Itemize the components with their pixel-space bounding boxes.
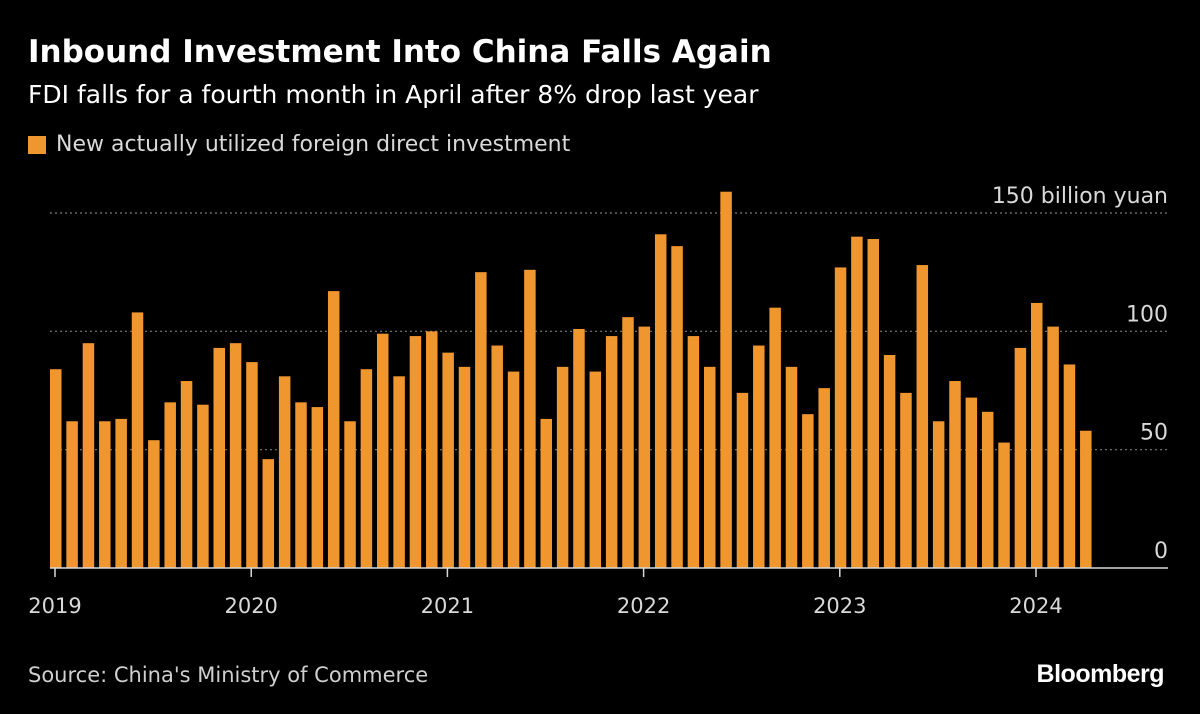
bar — [1047, 326, 1059, 568]
bar — [458, 366, 471, 568]
bar — [654, 234, 667, 569]
bar — [360, 369, 373, 568]
bar — [802, 414, 814, 568]
bar — [278, 376, 291, 568]
bar — [1063, 364, 1076, 568]
bar — [851, 236, 863, 569]
bar — [213, 347, 225, 568]
chart-subtitle: FDI falls for a fourth month in April af… — [28, 80, 759, 109]
bloomberg-logo: Bloomberg — [1036, 660, 1165, 688]
bar — [883, 355, 896, 568]
bar — [556, 366, 569, 568]
bar — [981, 411, 994, 568]
bar — [148, 440, 160, 568]
bar — [131, 312, 144, 568]
bar — [246, 362, 258, 568]
bar — [834, 267, 847, 568]
bar — [50, 369, 62, 568]
bar — [393, 376, 405, 568]
legend: New actually utilized foreign direct inv… — [28, 132, 570, 157]
bar — [540, 418, 552, 568]
x-tick-label: 2023 — [813, 594, 866, 618]
bar — [507, 371, 520, 568]
bar — [377, 333, 389, 568]
x-tick-label: 2022 — [617, 594, 670, 618]
bars — [50, 191, 1092, 569]
axis-labels: 0 50 100 150 billion yuan 2019 2020 2021 2022 20… — [28, 184, 1168, 618]
bar — [295, 402, 307, 568]
bar — [1031, 302, 1043, 568]
bar — [409, 336, 422, 568]
bar — [687, 336, 700, 568]
bar — [932, 421, 945, 568]
bar — [818, 388, 830, 568]
bar — [491, 345, 503, 568]
bar — [720, 191, 732, 568]
bar — [426, 331, 438, 568]
bar — [99, 421, 111, 568]
chart-title: Inbound Investment Into China Falls Agai… — [28, 34, 772, 70]
x-tick-label: 2020 — [224, 594, 277, 618]
y-tick-label: 150 billion yuan — [992, 184, 1168, 209]
source-note: Source: China's Ministry of Commerce — [28, 663, 429, 687]
bar — [605, 336, 618, 568]
bar — [638, 326, 651, 568]
bar — [180, 381, 193, 568]
x-tick-label: 2021 — [421, 594, 474, 618]
bar — [524, 269, 536, 568]
y-tick-label: 0 — [1154, 539, 1168, 564]
bar — [327, 291, 340, 568]
bar — [66, 421, 78, 568]
bar — [867, 239, 879, 568]
bar — [622, 317, 634, 568]
bar — [197, 404, 209, 568]
bar — [916, 265, 929, 568]
bar — [785, 366, 798, 568]
bar — [344, 421, 356, 568]
bar — [475, 272, 487, 568]
bar — [164, 402, 176, 568]
bar — [671, 246, 683, 568]
legend-label: New actually utilized foreign direct inv… — [56, 132, 571, 157]
bar — [736, 392, 749, 568]
bar — [998, 442, 1010, 568]
y-tick-label: 100 — [1126, 302, 1168, 327]
bar — [573, 328, 585, 568]
bar — [949, 381, 961, 568]
bar — [769, 307, 781, 568]
bar — [753, 345, 765, 568]
bar — [589, 371, 602, 568]
y-tick-label: 50 — [1140, 421, 1168, 446]
x-tick-label: 2024 — [1009, 594, 1062, 618]
x-axis — [50, 567, 1168, 577]
bar — [262, 459, 275, 568]
legend-swatch — [28, 135, 46, 154]
bar — [311, 407, 324, 568]
bar — [704, 366, 716, 568]
bar — [900, 392, 912, 568]
bar — [115, 418, 127, 568]
x-tick-label: 2019 — [28, 594, 81, 618]
bar — [229, 343, 242, 568]
bar — [1080, 430, 1092, 568]
bar — [442, 352, 454, 568]
bar — [1014, 347, 1027, 568]
bar — [965, 397, 978, 568]
bar — [82, 343, 95, 568]
